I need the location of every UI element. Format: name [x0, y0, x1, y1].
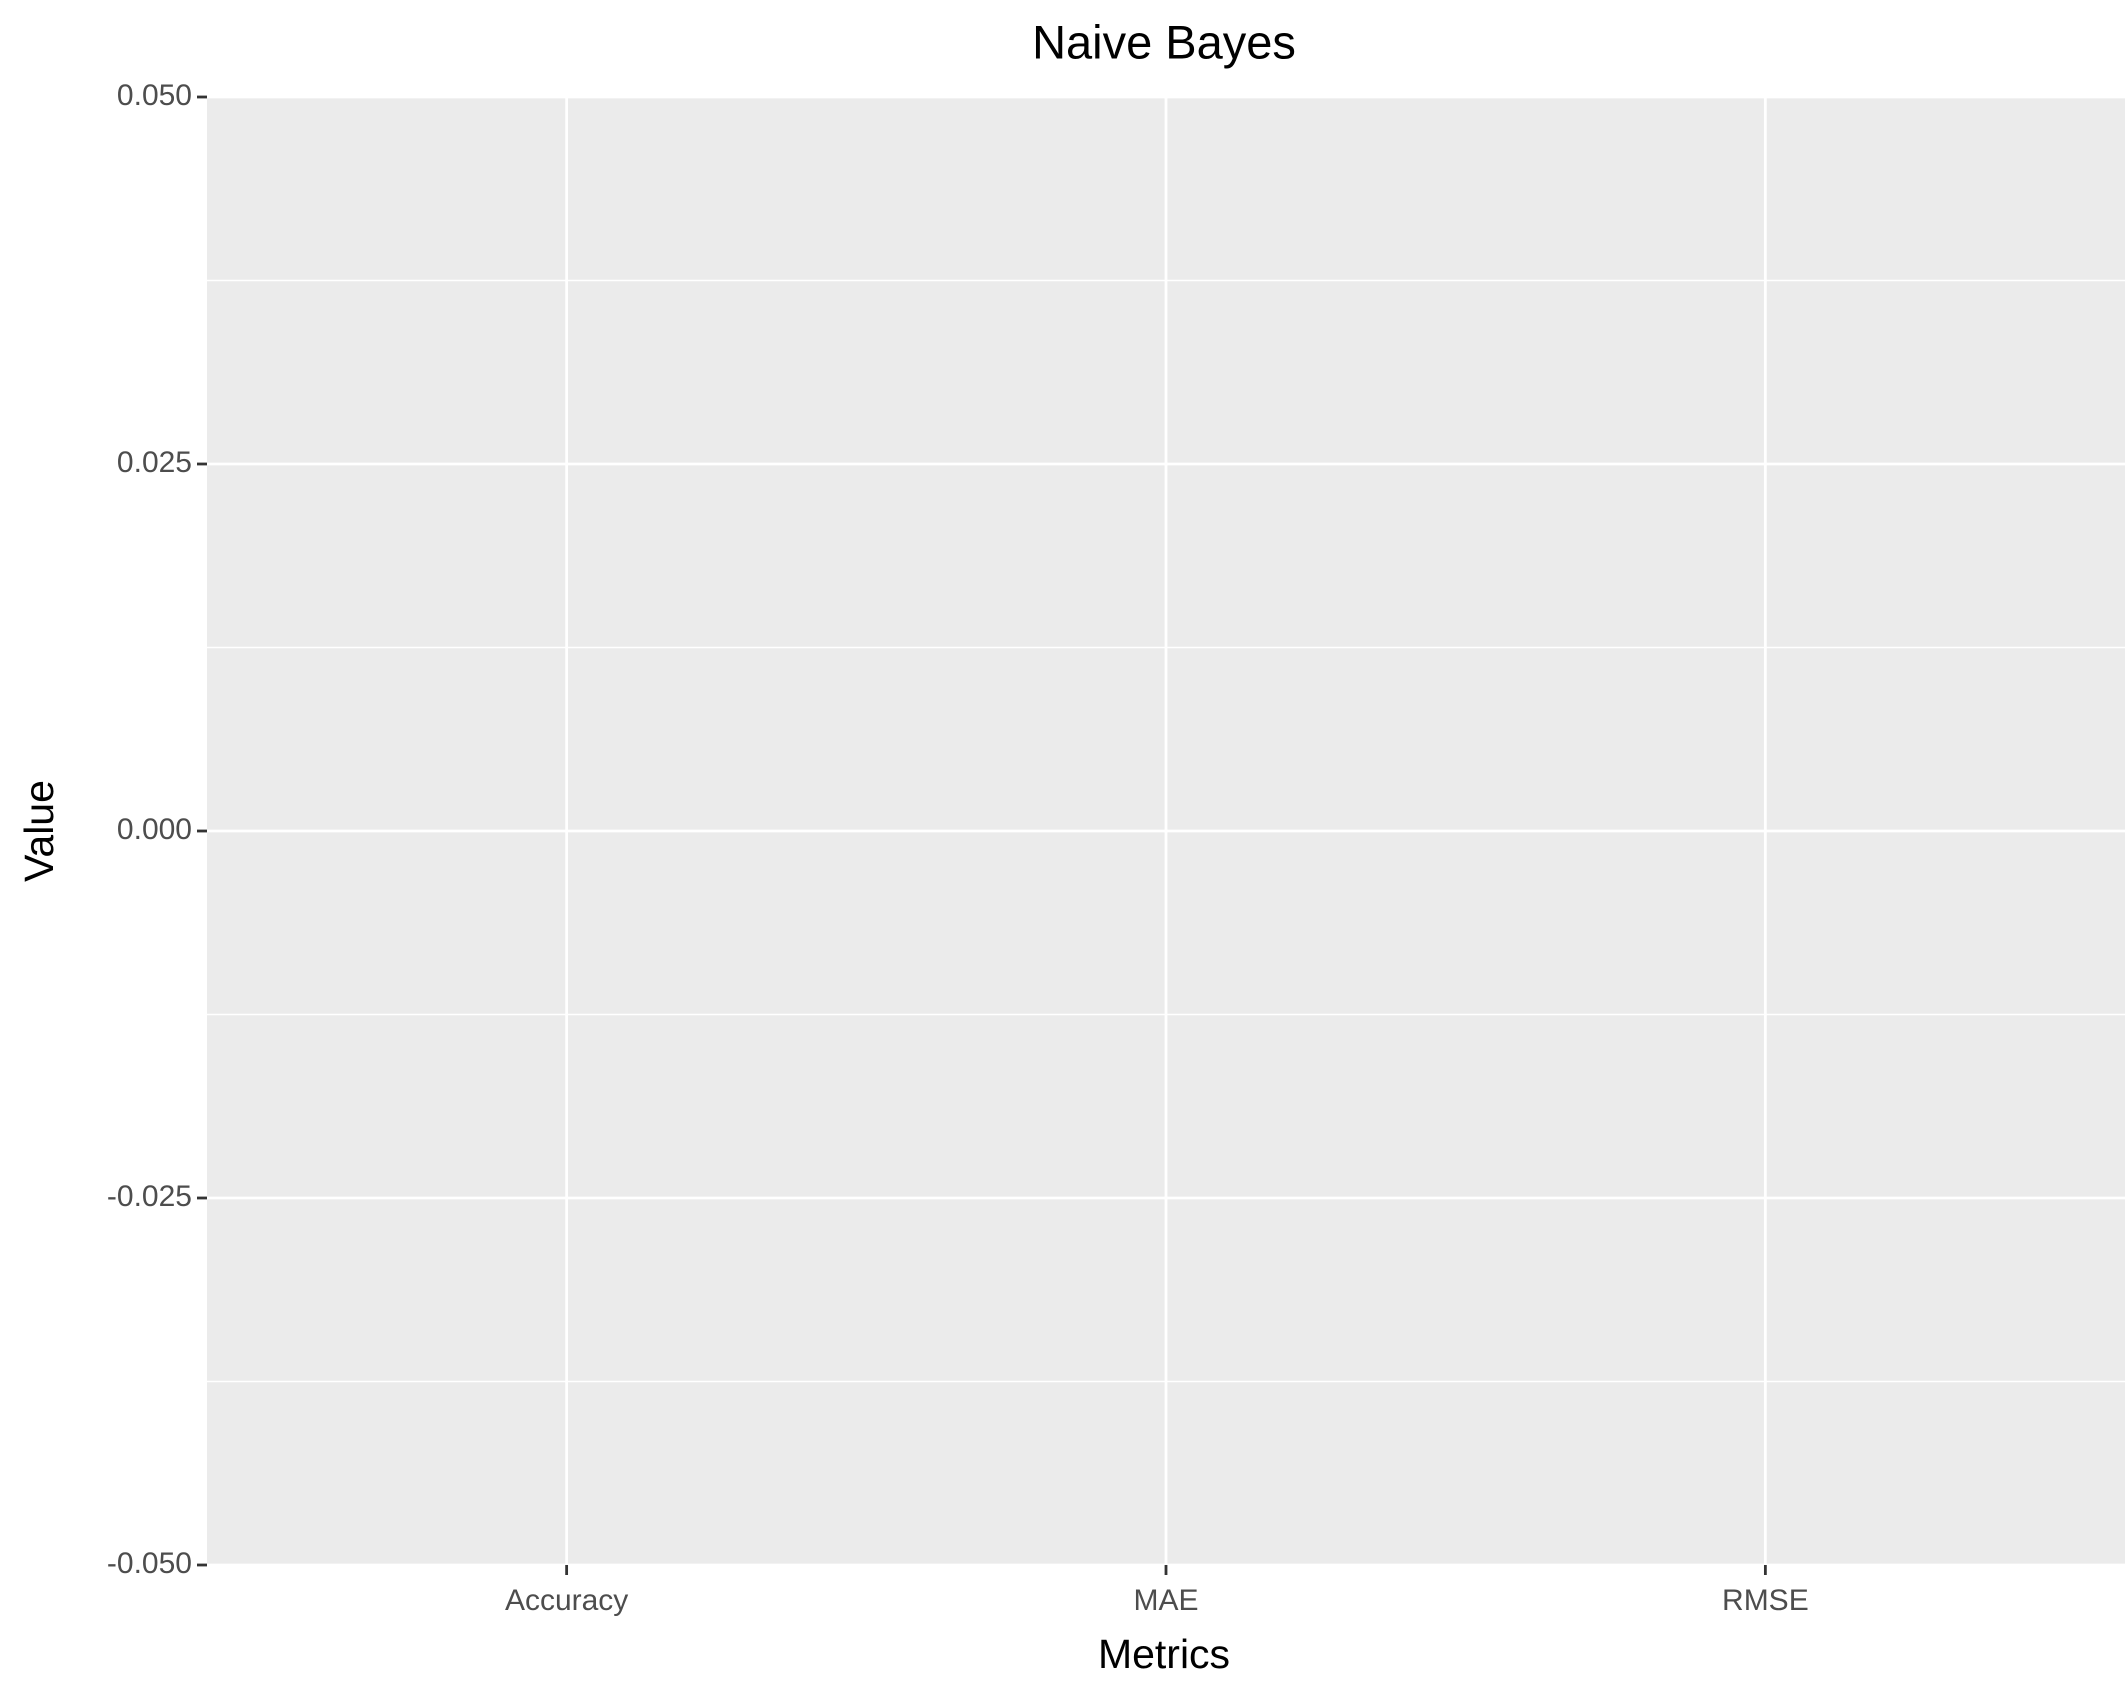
y-tick-label: 0.000 [117, 813, 192, 846]
x-tick-label: Accuracy [505, 1584, 628, 1617]
y-tick-label: 0.050 [117, 79, 192, 112]
x-tick-label: MAE [1133, 1584, 1198, 1617]
y-tick-label: -0.025 [107, 1180, 192, 1213]
x-tick-label: RMSE [1722, 1584, 1809, 1617]
y-axis-title: Value [16, 780, 62, 882]
y-tick-label: -0.050 [107, 1547, 192, 1580]
x-axis-title: Metrics [1098, 1631, 1230, 1677]
chart-title: Naive Bayes [1032, 15, 1296, 68]
y-tick-label: 0.025 [117, 446, 192, 479]
